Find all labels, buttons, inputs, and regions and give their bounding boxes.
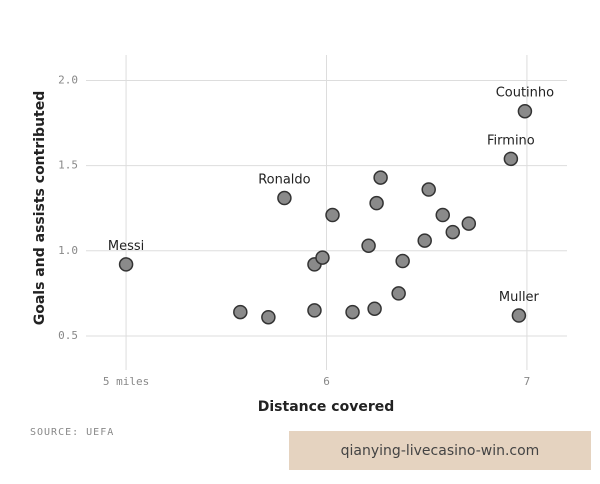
point — [391, 286, 406, 301]
y-tick-label: 2.0 — [58, 74, 78, 87]
point — [511, 308, 527, 323]
point-label: Firmino — [487, 133, 535, 148]
point — [461, 216, 477, 231]
point — [325, 207, 340, 223]
x-tick-label: 7 — [524, 375, 531, 388]
point — [367, 301, 382, 316]
point-label: Coutinho — [496, 86, 554, 101]
point — [261, 309, 276, 325]
y-axis-label: Goals and assists contributed — [32, 91, 48, 326]
point-label: Muller — [499, 290, 540, 305]
point — [517, 103, 533, 119]
point — [369, 195, 384, 211]
point — [373, 170, 388, 185]
x-axis-label: Distance covered — [258, 399, 395, 415]
point — [233, 304, 248, 320]
watermark: qianying-livecasino-win.com — [341, 443, 540, 459]
point — [421, 182, 436, 197]
point — [307, 303, 322, 318]
point — [118, 257, 134, 272]
source: SOURCE: UEFA — [30, 427, 114, 438]
y-tick-label: 0.5 — [58, 329, 78, 342]
point — [345, 304, 360, 320]
point — [417, 233, 432, 248]
x-tick-label: 5 miles — [103, 375, 149, 388]
y-tick-label: 1.5 — [58, 159, 78, 172]
y-tick-label: 1.0 — [58, 244, 78, 257]
point-label: Messi — [108, 239, 144, 254]
point — [315, 250, 330, 265]
point — [395, 253, 410, 269]
x-tick-label: 6 — [323, 375, 330, 388]
point-label: Ronaldo — [258, 173, 310, 188]
point — [445, 224, 461, 240]
point — [361, 238, 376, 253]
point — [503, 151, 519, 167]
watermark-box — [289, 431, 591, 470]
point — [435, 207, 450, 223]
point — [277, 190, 292, 206]
